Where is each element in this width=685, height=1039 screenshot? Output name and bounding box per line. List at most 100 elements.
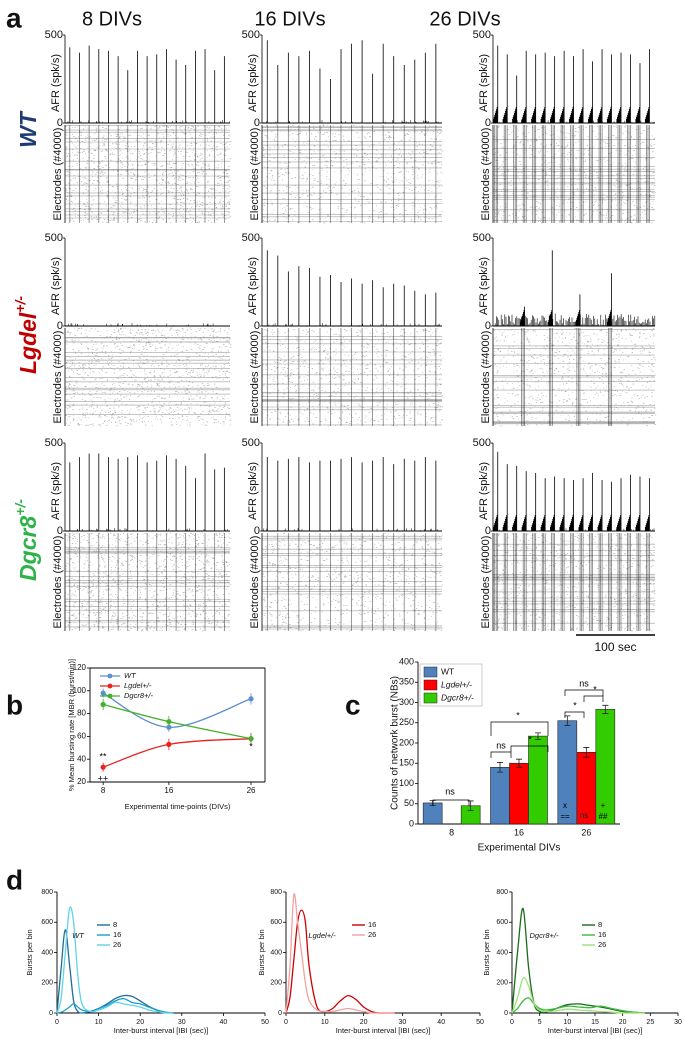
raster-bursts [69, 125, 225, 223]
x-tick-label: 8 [101, 786, 106, 795]
burst-body [531, 107, 536, 123]
annotation: == [560, 812, 570, 821]
y-axis-label: AFR (spk/s) [247, 54, 259, 112]
y-tick-label: 80 [77, 709, 86, 718]
x-tick-label: 8 [449, 827, 454, 837]
row-label-name: Dgcr8 [15, 516, 41, 581]
burst-body [521, 515, 526, 531]
burst-body [644, 515, 650, 531]
y-tick-label: 200 [496, 980, 508, 987]
y-axis-label: AFR (spk/s) [50, 462, 62, 520]
x-axis-label: Inter-burst interval [IBI (sec)] [548, 1026, 643, 1035]
bar [422, 802, 443, 825]
legend-label: WT [124, 671, 137, 680]
legend-label: 16 [598, 930, 606, 939]
burst-body [520, 310, 525, 326]
row-label: WT [15, 110, 41, 148]
burst-body [547, 310, 553, 326]
y-tick-label: 0 [254, 117, 260, 129]
burst-body [606, 310, 612, 326]
raster-label: Electrodes (#4000) [249, 331, 261, 424]
x-tick-label: 16 [164, 786, 173, 795]
burst-body [512, 107, 517, 123]
raster-bursts [266, 328, 437, 426]
x-tick-label: 15 [591, 1019, 599, 1026]
significance-bracket [510, 745, 549, 752]
y-tick-label: 0 [278, 1010, 282, 1017]
burst-body [644, 107, 650, 123]
x-tick-label: 20 [360, 1019, 368, 1026]
y-axis-label: AFR (spk/s) [50, 257, 62, 315]
x-tick-label: 25 [646, 1019, 654, 1026]
y-tick-label: 400 [399, 656, 414, 666]
y-tick-label: 0 [504, 1010, 508, 1017]
x-tick-label: 20 [136, 1019, 144, 1026]
y-tick-label: 0 [254, 525, 260, 537]
raster-bursts [494, 533, 650, 631]
y-axis-label: AFR (spk/s) [478, 462, 490, 520]
marker [166, 741, 172, 747]
x-tick-label: 40 [437, 1019, 445, 1026]
y-axis-label: Bursts per bin [257, 929, 266, 975]
row-label-superscript: +/- [12, 296, 28, 313]
annotation: ns [445, 786, 455, 796]
x-axis-label: Inter-burst interval [IBI (sec)] [114, 1026, 209, 1035]
row-label-name: WT [15, 110, 41, 148]
raster-label: Electrodes (#4000) [249, 128, 261, 221]
y-tick-label: 0 [409, 818, 414, 828]
bar [528, 735, 548, 825]
y-tick-label: 500 [473, 437, 491, 449]
x-axis-label: Experimental time-points (DIVs) [125, 802, 231, 811]
y-tick-label: 500 [242, 232, 260, 244]
burst-body [588, 515, 593, 531]
burst-body [559, 515, 564, 531]
series-line [511, 997, 645, 1014]
panel-label: b [6, 689, 23, 720]
x-tick-label: 10 [95, 1019, 103, 1026]
legend-label: 8 [598, 920, 602, 929]
y-tick-label: 100 [73, 686, 87, 695]
annotation: * [249, 741, 253, 751]
annotation: ns [496, 740, 506, 750]
y-tick-label: 500 [45, 232, 63, 244]
legend-label: Dgcr8+/- [441, 692, 474, 702]
panel-label: c [345, 689, 361, 720]
y-tick-label: 150 [399, 758, 414, 768]
error-bar [602, 704, 609, 714]
y-tick-label: 50 [404, 798, 414, 808]
y-axis-label: Counts of network burst (NBs) [390, 676, 401, 810]
legend-title: Dgcr8+/- [530, 931, 559, 940]
noise [266, 120, 439, 123]
y-tick-label: 400 [270, 949, 282, 956]
error-bar [583, 747, 590, 758]
y-axis-label: AFR (spk/s) [478, 257, 490, 315]
marker [166, 718, 172, 725]
burst-body [616, 515, 621, 531]
annotation: * [593, 684, 597, 694]
bar [557, 720, 578, 825]
legend-marker [107, 673, 113, 679]
y-tick-label: 300 [399, 697, 414, 707]
y-tick-label: 0 [57, 117, 63, 129]
raster-dots [262, 532, 443, 632]
raster-label: Electrodes (#4000) [480, 536, 492, 629]
x-axis-label: Inter-burst interval [IBI (sec)] [336, 1026, 431, 1035]
raster-dots [65, 327, 232, 427]
y-tick-label: 800 [41, 889, 53, 896]
burst-body [512, 515, 517, 531]
y-tick-label: 60 [77, 732, 86, 741]
error-bar [497, 762, 503, 773]
panel-label: a [6, 2, 22, 33]
y-tick-label: 500 [242, 29, 260, 41]
marker [248, 696, 254, 702]
legend-swatch [423, 692, 438, 704]
raster-label: Electrodes (#4000) [52, 128, 64, 221]
burst-body [550, 107, 555, 123]
legend-marker [107, 683, 113, 689]
burst-body [531, 515, 536, 531]
x-tick-label: 26 [581, 827, 591, 837]
annotation: * [516, 710, 520, 720]
burst-body [493, 515, 498, 531]
y-tick-label: 20 [77, 777, 86, 786]
legend-title: WT [72, 931, 85, 940]
